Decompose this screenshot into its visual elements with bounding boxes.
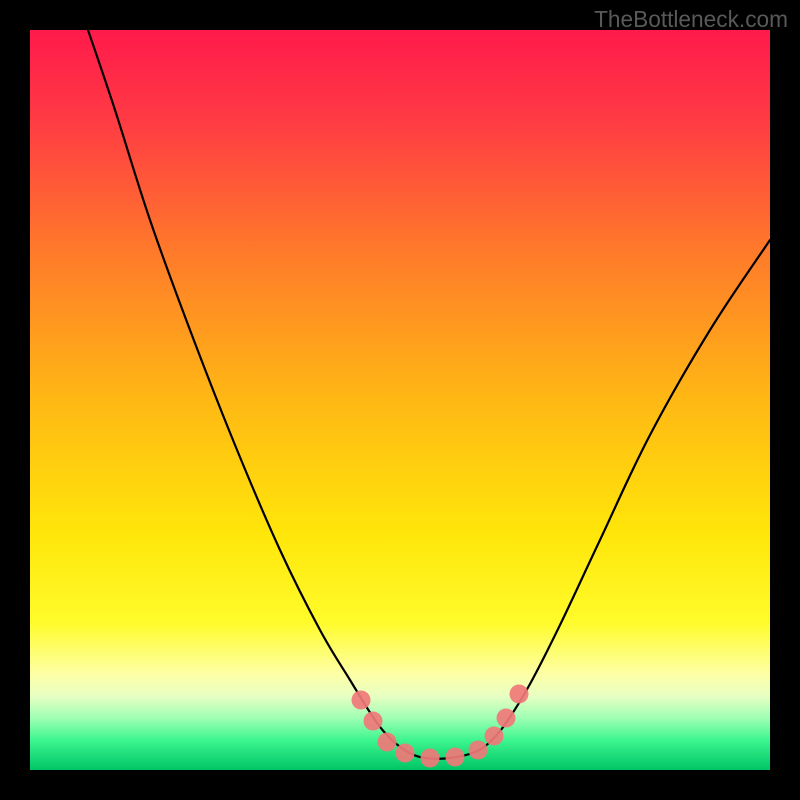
trough-marker: [446, 748, 465, 767]
bottleneck-curve-layer: [30, 30, 770, 770]
trough-marker: [510, 685, 529, 704]
trough-marker: [469, 741, 488, 760]
trough-marker: [485, 727, 504, 746]
trough-marker: [364, 712, 383, 731]
bottleneck-curve: [88, 30, 770, 759]
trough-marker: [497, 709, 516, 728]
plot-area: [30, 30, 770, 770]
trough-marker: [396, 744, 415, 763]
watermark-text: TheBottleneck.com: [594, 6, 788, 33]
trough-marker: [421, 749, 440, 768]
trough-marker: [352, 691, 371, 710]
chart-frame: TheBottleneck.com: [0, 0, 800, 800]
trough-marker: [378, 733, 397, 752]
